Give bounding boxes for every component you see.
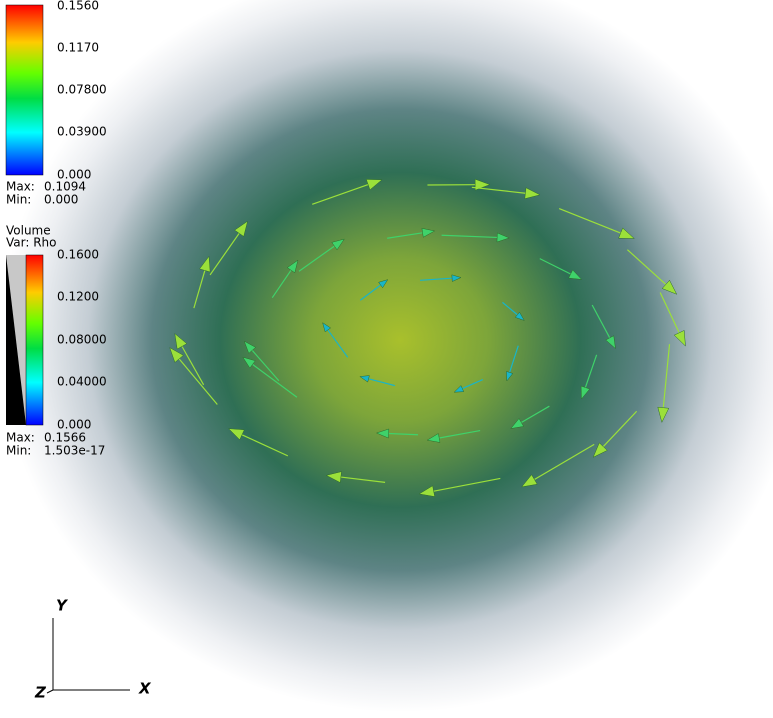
tick-label: 0.03900	[57, 125, 107, 139]
min-label: Min:	[6, 193, 31, 207]
colorbar	[26, 255, 43, 425]
max-label: Max:	[6, 431, 35, 445]
tick-label: 0.1560	[57, 0, 99, 13]
tick-label: 0.1200	[57, 290, 99, 304]
tick-label: 0.000	[57, 418, 91, 432]
legend-variable: Var: Rho	[6, 236, 57, 250]
tick-label: 0.1170	[57, 41, 99, 55]
min-value: 1.503e-17	[44, 444, 105, 458]
min-label: Min:	[6, 444, 31, 458]
tick-label: 0.1600	[57, 248, 99, 262]
tick-label: 0.07800	[57, 83, 107, 97]
max-value: 0.1094	[44, 180, 86, 194]
tick-label: 0.08000	[57, 333, 107, 347]
colorbar	[6, 5, 43, 175]
max-value: 0.1566	[44, 431, 86, 445]
max-label: Max:	[6, 180, 35, 194]
tick-label: 0.04000	[57, 375, 107, 389]
axis-x-label: X	[138, 680, 152, 698]
axis-z-label: Z	[34, 684, 47, 702]
min-value: 0.000	[44, 193, 78, 207]
